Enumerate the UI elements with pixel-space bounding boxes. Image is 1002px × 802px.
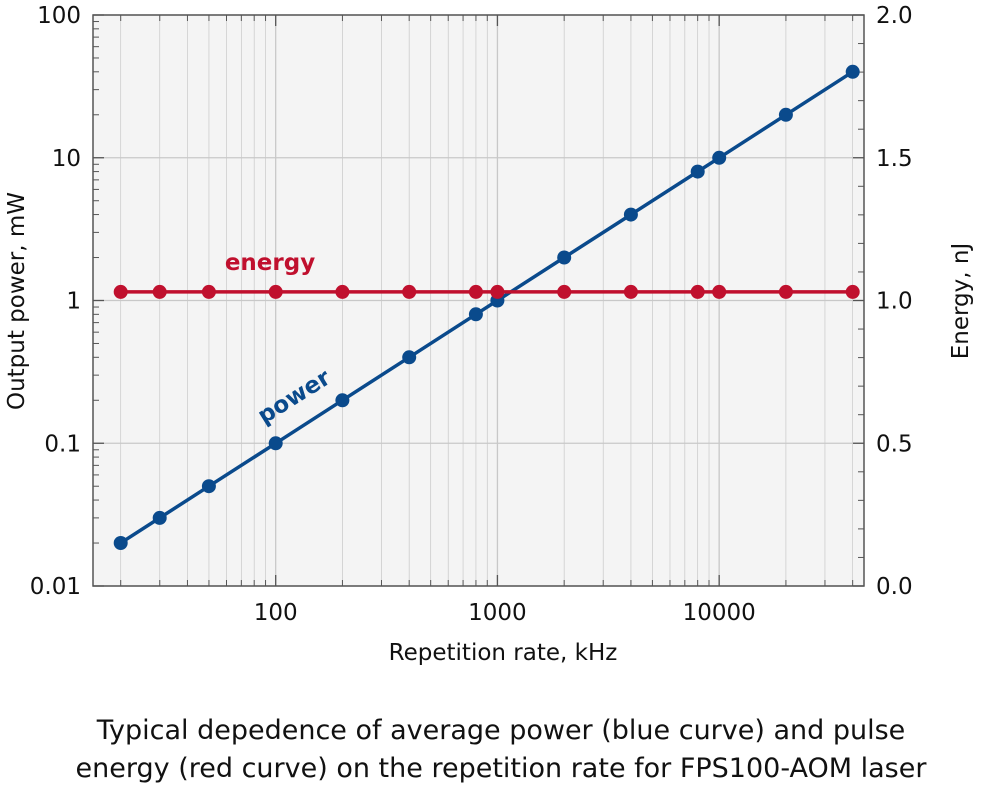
data-point-power	[201, 479, 216, 494]
chart: 100 1000 10000 0.01 0.1 1 10 100 0.0 0.5 1.0 1.5 2.0…	[4, 3, 974, 666]
y2-tick-label: 0.5	[876, 431, 913, 457]
y-tick-label: 1	[66, 289, 81, 315]
data-point-energy	[201, 284, 216, 299]
caption-line-1: Typical depedence of average power (blue…	[96, 715, 906, 746]
data-point-power	[402, 350, 417, 365]
data-point-power	[468, 307, 483, 322]
data-point-energy	[152, 284, 167, 299]
data-point-energy	[845, 284, 860, 299]
y2-tick-label: 0.0	[876, 574, 913, 600]
data-point-energy	[712, 284, 727, 299]
x-axis-title: Repetition rate, kHz	[389, 640, 618, 666]
figure-caption: Typical depedence of average power (blue…	[0, 712, 1002, 788]
data-point-power	[335, 393, 350, 408]
data-point-energy	[113, 284, 128, 299]
axis-ticks	[93, 14, 864, 587]
x-tick-label: 1000	[468, 600, 527, 626]
data-point-energy	[690, 284, 705, 299]
data-point-power	[690, 164, 705, 179]
y2-tick-label: 1.5	[876, 146, 913, 172]
y2-tick-label: 1.0	[876, 289, 913, 315]
data-point-energy	[468, 284, 483, 299]
data-point-power	[557, 250, 572, 265]
data-point-power	[845, 64, 860, 79]
data-point-power	[712, 150, 727, 165]
data-point-power	[268, 436, 283, 451]
data-point-energy	[335, 284, 350, 299]
y2-axis-title: Energy, nJ	[948, 243, 974, 360]
y-tick-label: 10	[52, 146, 81, 172]
y-tick-label: 0.01	[30, 574, 81, 600]
x-tick-label: 100	[254, 600, 298, 626]
data-point-energy	[268, 284, 283, 299]
data-point-power	[623, 207, 638, 222]
y-tick-label: 100	[37, 3, 81, 29]
data-point-energy	[557, 284, 572, 299]
x-tick-label: 10000	[683, 600, 756, 626]
series-label-energy: energy	[225, 250, 315, 276]
data-point-energy	[490, 284, 505, 299]
data-point-power	[113, 536, 128, 550]
y2-tick-label: 2.0	[876, 3, 913, 29]
tick-labels: 100 1000 10000 0.01 0.1 1 10 100 0.0 0.5 1.0 1.5 2.0	[30, 3, 913, 626]
data-point-energy	[778, 284, 793, 299]
caption-line-2: energy (red curve) on the repetition rat…	[75, 753, 927, 784]
data-point-power	[778, 107, 793, 122]
data-point-energy	[623, 284, 638, 299]
y-axis-title: Output power, mW	[4, 192, 30, 410]
data-point-energy	[402, 284, 417, 299]
y-tick-label: 0.1	[44, 431, 81, 457]
data-point-power	[152, 510, 167, 525]
series-layer	[113, 64, 860, 550]
